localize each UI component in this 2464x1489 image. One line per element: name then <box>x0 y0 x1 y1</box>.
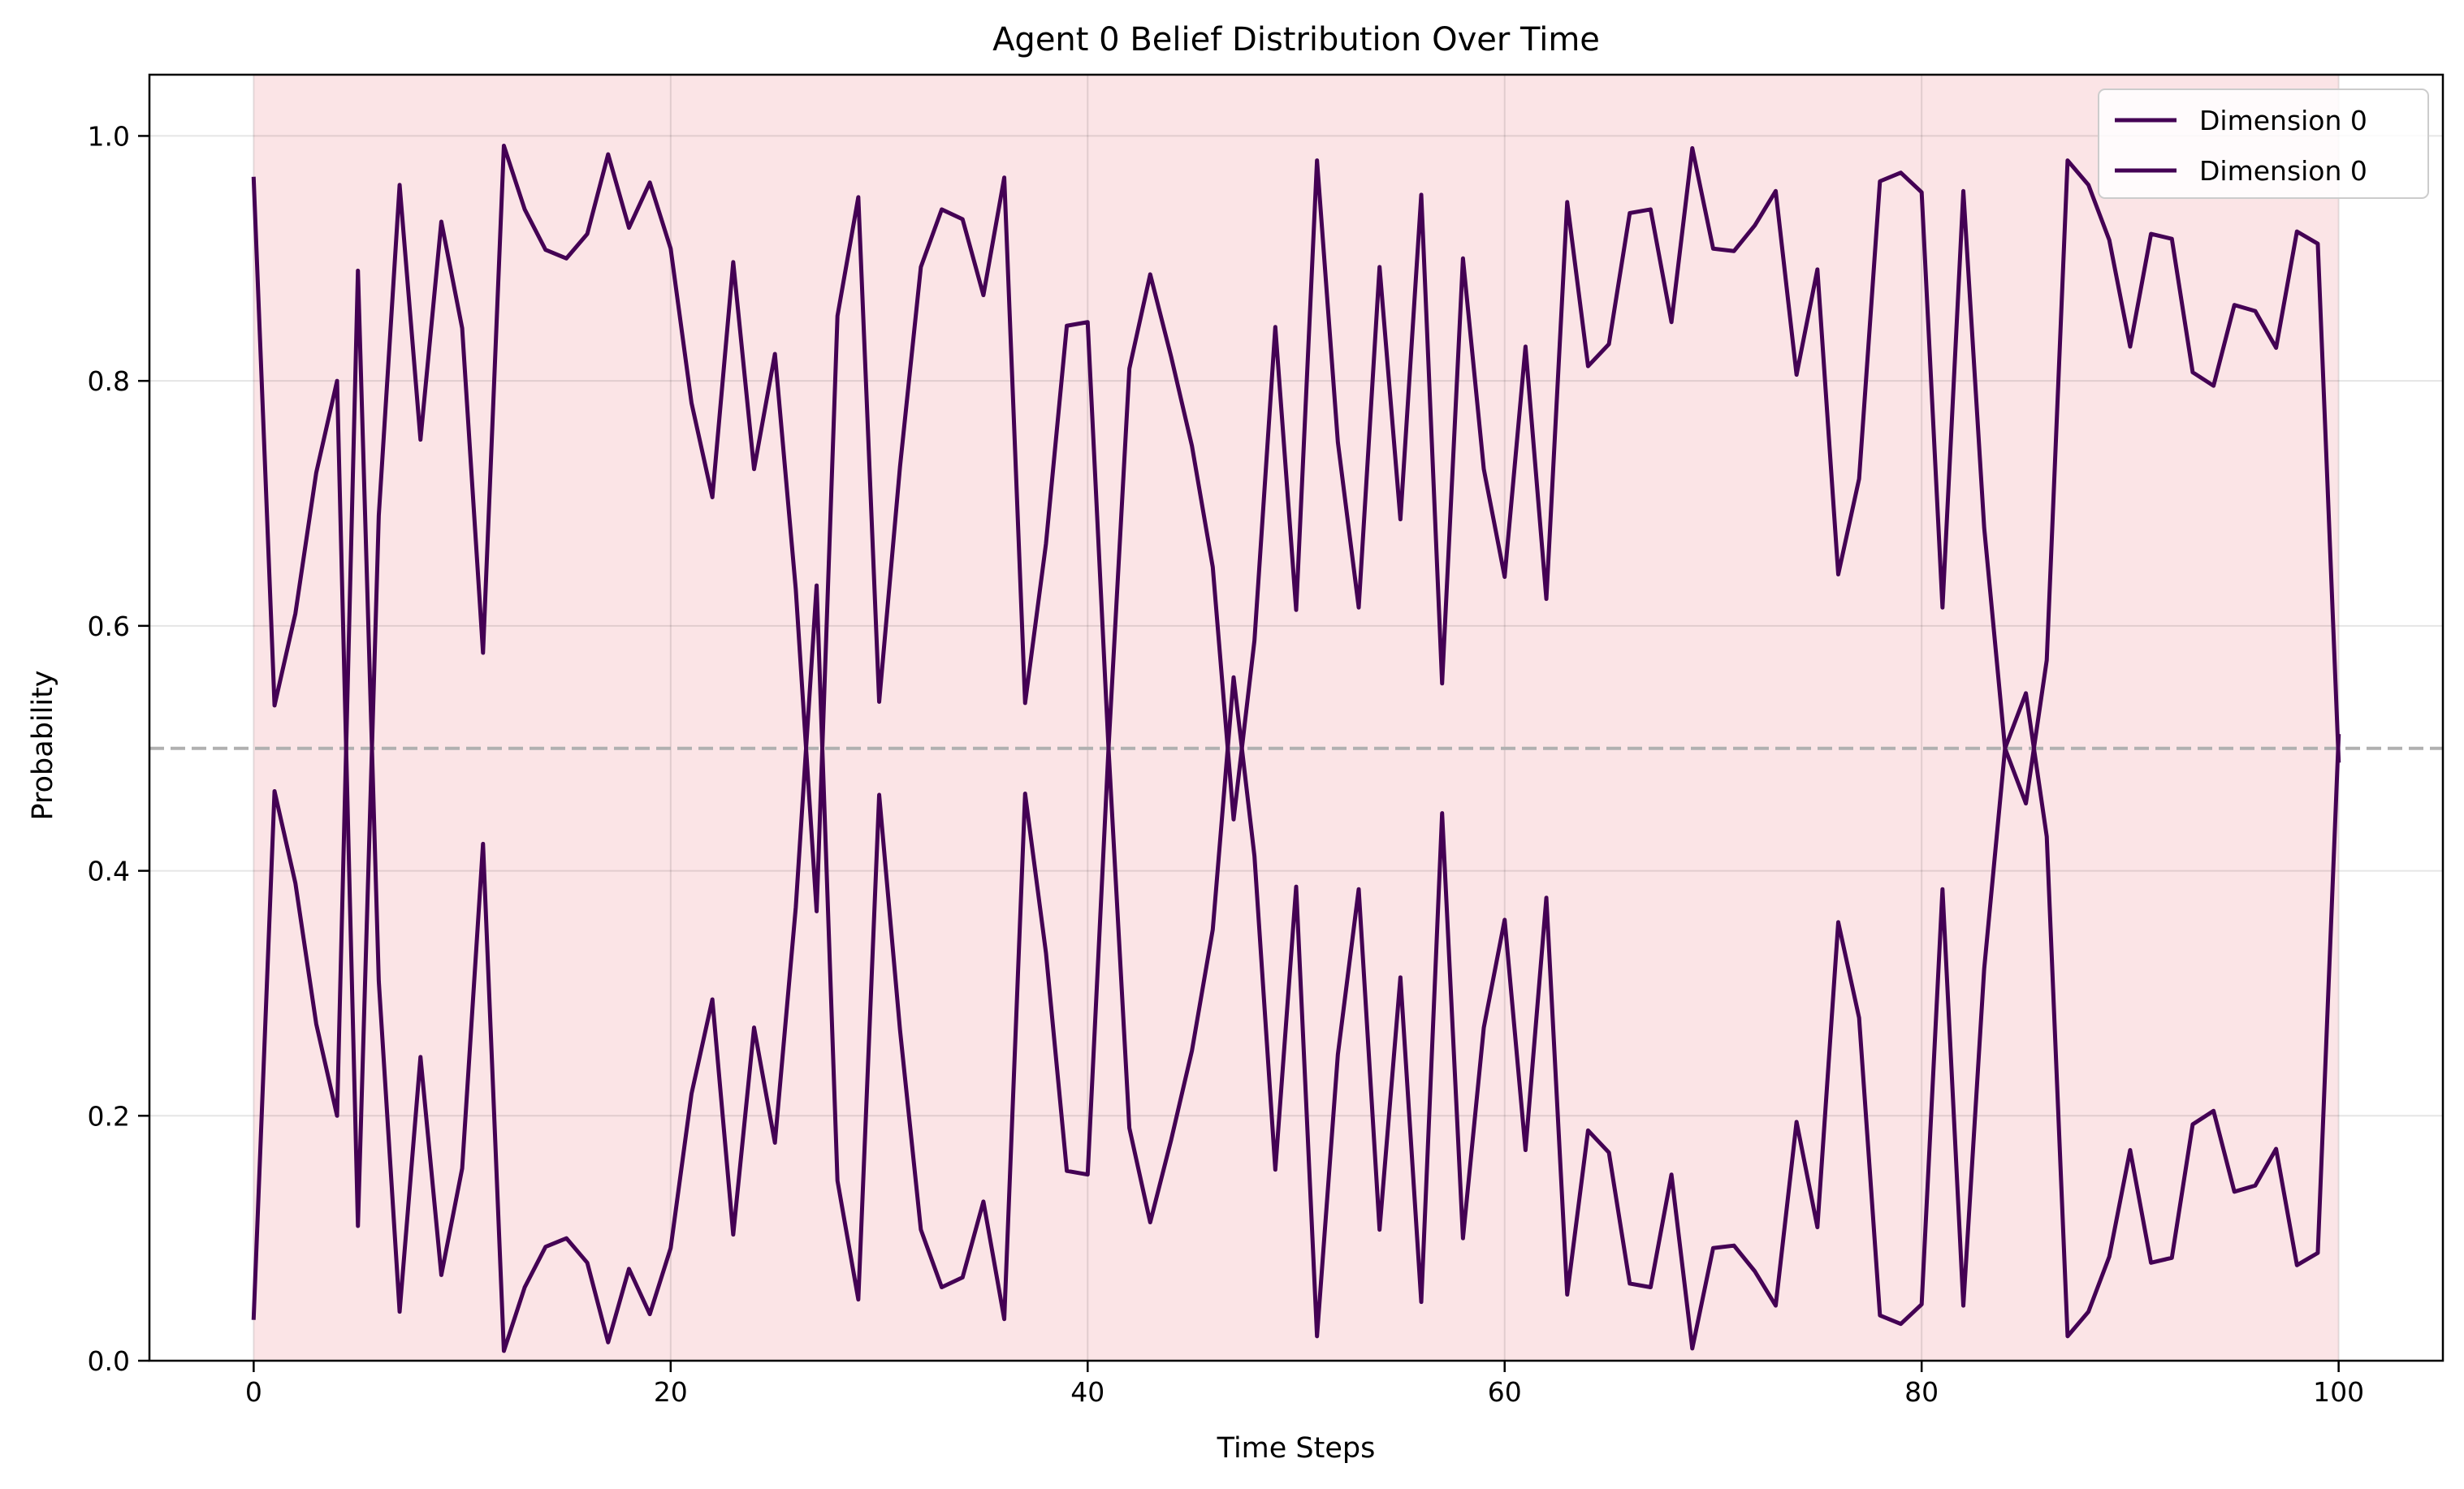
x-axis-label: Time Steps <box>1217 1432 1376 1465</box>
legend-label-1: Dimension 0 <box>2199 155 2367 187</box>
y-tick-label: 1.0 <box>88 120 130 152</box>
y-tick-label: 0.0 <box>88 1345 130 1377</box>
series-line-0 <box>251 144 2341 1228</box>
y-tick-label: 0.4 <box>88 856 130 887</box>
y-tick-label: 0.8 <box>88 365 130 397</box>
y-tick-label: 0.6 <box>88 611 130 642</box>
shaded-region <box>253 75 2339 1361</box>
x-tick-label: 0 <box>245 1376 262 1408</box>
legend-box <box>2098 88 2429 199</box>
axes-frame <box>148 73 2445 1362</box>
y-tick-label: 0.2 <box>88 1100 130 1132</box>
x-tick-label: 40 <box>1070 1376 1104 1408</box>
chart-title: Agent 0 Belief Distribution Over Time <box>992 21 1600 58</box>
series-line-1 <box>251 268 2341 1353</box>
x-tick-label: 20 <box>654 1376 688 1408</box>
x-tick-label: 100 <box>2313 1376 2364 1408</box>
plot-area: 0 20 40 60 80 100 0.0 0.2 0.4 0.6 0.8 1.0 <box>88 73 2445 1408</box>
x-tick-label: 60 <box>1488 1376 1522 1408</box>
legend: Dimension 0 Dimension 0 <box>2098 88 2429 199</box>
x-tick-label: 80 <box>1904 1376 1939 1408</box>
y-axis-label: Probability <box>27 670 59 820</box>
legend-label-0: Dimension 0 <box>2199 105 2367 136</box>
